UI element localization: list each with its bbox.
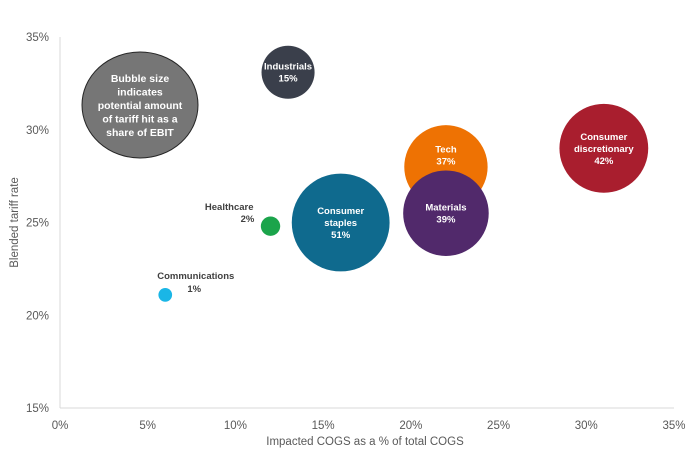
bubble-label-consumer-discretionary: discretionary xyxy=(574,144,634,155)
bubble-label-tech: Tech xyxy=(435,145,457,156)
bubble-consumer-discretionary xyxy=(559,103,649,193)
bubbles xyxy=(158,45,649,302)
y-axis-title: Blended tariff rate xyxy=(9,177,21,268)
y-tick-labels: 15% 20% 25% 30% 35% xyxy=(26,32,49,415)
bubble-label-materials: Materials xyxy=(425,203,466,214)
x-tick-label: 20% xyxy=(399,420,422,432)
bubble-label-consumer-discretionary: Consumer xyxy=(580,132,627,143)
x-tick-label: 10% xyxy=(224,420,247,432)
bubble-value-healthcare: 2% xyxy=(241,214,255,225)
bubble-label-consumer-staples: 51% xyxy=(331,230,351,241)
bubble-label-healthcare: Healthcare xyxy=(205,202,254,213)
bubble-industrials xyxy=(261,45,315,99)
y-tick-label: 30% xyxy=(26,125,49,137)
x-tick-label: 30% xyxy=(575,420,598,432)
x-tick-labels: 0% 5% 10% 15% 20% 25% 30% 35% xyxy=(52,420,686,432)
bubble-communications xyxy=(158,287,173,302)
bubble-consumer-staples xyxy=(291,173,390,272)
y-tick-label: 35% xyxy=(26,32,49,44)
legend-text-line: share of EBIT xyxy=(106,127,174,139)
x-tick-label: 5% xyxy=(139,420,156,432)
bubble-value-communications: 1% xyxy=(187,284,201,295)
bubble-materials xyxy=(403,170,489,257)
x-tick-label: 15% xyxy=(312,420,335,432)
legend-text-line: of tariff hit as a xyxy=(102,114,177,126)
legend-text-line: potential amount xyxy=(98,100,183,112)
y-tick-label: 15% xyxy=(26,403,49,415)
bubble-healthcare xyxy=(260,216,281,236)
x-axis-title: Impacted COGS as a % of total COGS xyxy=(266,436,464,448)
legend-text-line: Bubble size xyxy=(111,73,170,85)
bubble-label-communications: Communications xyxy=(157,271,234,282)
bubble-label-consumer-staples: Consumer xyxy=(317,206,364,217)
bubble-label-consumer-discretionary: 42% xyxy=(594,156,614,167)
bubble-label-consumer-staples: staples xyxy=(324,218,357,229)
x-tick-label: 35% xyxy=(662,420,685,432)
x-tick-label: 0% xyxy=(52,420,69,432)
legend-bubble xyxy=(81,51,199,159)
bubble-label-tech: 37% xyxy=(436,157,456,168)
legend-text-line: indicates xyxy=(117,87,163,99)
y-tick-label: 20% xyxy=(26,310,49,322)
x-tick-label: 25% xyxy=(487,420,510,432)
y-tick-label: 25% xyxy=(26,218,49,230)
bubble-label-materials: 39% xyxy=(436,215,456,226)
bubble-label-industrials: 15% xyxy=(279,74,299,85)
bubble-label-industrials: Industrials xyxy=(264,62,312,73)
axes xyxy=(59,37,674,409)
